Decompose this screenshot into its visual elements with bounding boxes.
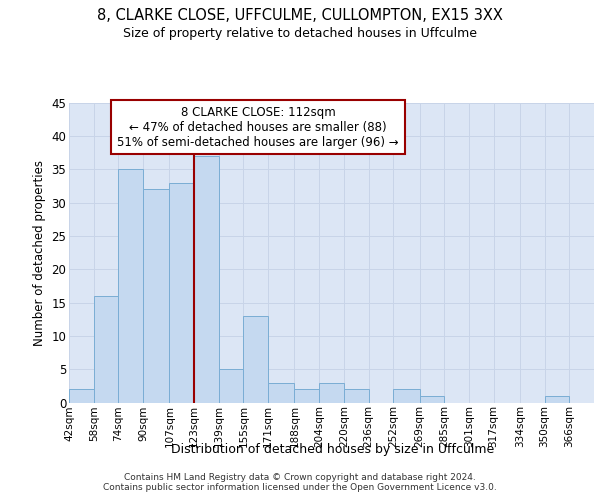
Bar bbox=[319, 382, 344, 402]
Text: Contains HM Land Registry data © Crown copyright and database right 2024.
Contai: Contains HM Land Registry data © Crown c… bbox=[103, 473, 497, 492]
Bar bbox=[393, 389, 419, 402]
Bar bbox=[268, 382, 295, 402]
Bar bbox=[69, 389, 94, 402]
Text: Size of property relative to detached houses in Uffculme: Size of property relative to detached ho… bbox=[123, 28, 477, 40]
Text: 8, CLARKE CLOSE, UFFCULME, CULLOMPTON, EX15 3XX: 8, CLARKE CLOSE, UFFCULME, CULLOMPTON, E… bbox=[97, 8, 503, 22]
Bar bbox=[118, 169, 143, 402]
Text: Distribution of detached houses by size in Uffculme: Distribution of detached houses by size … bbox=[172, 442, 494, 456]
Bar bbox=[545, 396, 569, 402]
Bar bbox=[219, 369, 244, 402]
Bar bbox=[143, 189, 169, 402]
Text: 8 CLARKE CLOSE: 112sqm
← 47% of detached houses are smaller (88)
51% of semi-det: 8 CLARKE CLOSE: 112sqm ← 47% of detached… bbox=[117, 106, 399, 148]
Bar bbox=[344, 389, 368, 402]
Bar bbox=[94, 296, 118, 403]
Bar bbox=[244, 316, 268, 402]
Bar bbox=[419, 396, 444, 402]
Bar bbox=[295, 389, 319, 402]
Y-axis label: Number of detached properties: Number of detached properties bbox=[33, 160, 46, 346]
Bar bbox=[194, 156, 219, 402]
Bar bbox=[169, 182, 194, 402]
